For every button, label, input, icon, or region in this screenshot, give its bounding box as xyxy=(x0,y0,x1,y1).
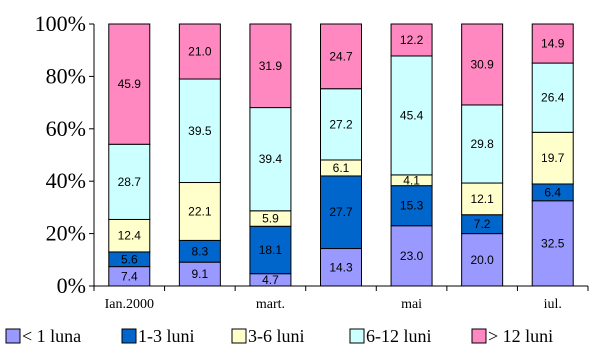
bar-segment xyxy=(249,23,292,109)
bar-segment xyxy=(461,23,504,106)
data-label: 32.5 xyxy=(541,236,565,250)
bar-segment xyxy=(178,23,221,80)
data-label: 45.4 xyxy=(400,108,424,122)
x-tick-label: mai xyxy=(401,297,422,312)
legend-swatch xyxy=(231,328,247,344)
bar-segment xyxy=(108,218,151,253)
data-label: 7.2 xyxy=(474,217,491,231)
data-label: 6.1 xyxy=(333,161,350,175)
data-label: 12.2 xyxy=(400,33,424,47)
x-axis: Ian.2000 mart. mai iul. xyxy=(93,285,589,312)
bar-segment xyxy=(320,23,362,90)
data-label: 12.1 xyxy=(470,192,494,206)
bar-segment xyxy=(390,225,433,287)
legend-item: < 1 luna xyxy=(5,326,81,346)
bar-segment xyxy=(249,225,292,275)
y-tick-label: 80% xyxy=(46,63,86,88)
data-label: 6.4 xyxy=(544,185,561,199)
legend-swatch xyxy=(471,328,487,344)
data-label: 12.4 xyxy=(118,229,142,243)
data-label: 24.7 xyxy=(329,49,353,63)
bar-segment xyxy=(461,104,504,184)
data-label: 28.7 xyxy=(118,175,142,189)
data-label: 30.9 xyxy=(470,57,494,71)
data-label: 23.0 xyxy=(400,249,424,263)
data-label: 27.7 xyxy=(329,205,353,219)
y-tick-label: 100% xyxy=(35,11,86,36)
y-tick-label: 20% xyxy=(46,221,86,246)
data-label: 39.4 xyxy=(259,152,283,166)
data-label: 14.9 xyxy=(541,37,565,51)
data-label: 29.8 xyxy=(470,137,494,151)
data-labels: 7.4 5.6 12.4 28.7 45.9 9.1 8.3 22.1 39.5 21.0 4.7 1… xyxy=(118,33,565,287)
data-label: 7.4 xyxy=(121,269,138,283)
bars xyxy=(108,23,574,287)
legend-item: 3-6 luni xyxy=(231,326,305,346)
data-label: 27.2 xyxy=(329,117,353,131)
data-label: 20.0 xyxy=(470,253,494,267)
data-label: 39.5 xyxy=(188,124,212,138)
data-label: 18.1 xyxy=(259,243,283,257)
bar-segment xyxy=(390,55,433,176)
data-label: 8.3 xyxy=(192,244,209,258)
legend-label: > 12 luni xyxy=(488,326,553,346)
x-tick-label: iul. xyxy=(544,297,562,312)
legend-swatch xyxy=(349,328,365,344)
data-label: 31.9 xyxy=(259,59,283,73)
bar-segment xyxy=(461,233,504,287)
legend-label: 3-6 luni xyxy=(248,326,305,346)
bar-segment xyxy=(531,200,574,287)
legend-item: > 12 luni xyxy=(471,326,553,346)
legend-item: 1-3 luni xyxy=(121,326,195,346)
data-label: 15.3 xyxy=(400,199,424,213)
legend-swatch xyxy=(121,328,137,344)
bar-segment xyxy=(531,62,574,133)
data-label: 22.1 xyxy=(188,204,212,218)
data-label: 45.9 xyxy=(118,77,142,91)
bar-segment xyxy=(108,23,151,145)
data-label: 26.4 xyxy=(541,91,565,105)
bar-segment xyxy=(320,88,362,161)
data-label: 4.1 xyxy=(403,173,420,187)
x-tick-label: Ian.2000 xyxy=(105,297,154,312)
data-label: 5.9 xyxy=(262,212,279,226)
legend: < 1 luna 1-3 luni 3-6 luni 6-12 luni > 12 lu… xyxy=(5,326,553,346)
bar-segment xyxy=(390,23,433,57)
bar-segment xyxy=(531,131,574,185)
bar-segment xyxy=(178,78,221,184)
legend-item: 6-12 luni xyxy=(349,326,432,346)
legend-label: < 1 luna xyxy=(22,326,81,346)
legend-swatch xyxy=(5,328,21,344)
data-label: 14.3 xyxy=(329,260,353,274)
data-label: 9.1 xyxy=(192,267,209,281)
data-label: 21.0 xyxy=(188,45,212,59)
y-axis: 0% 20% 40% 60% 80% 100% xyxy=(35,11,95,298)
legend-label: 6-12 luni xyxy=(366,326,432,346)
bar-segment xyxy=(320,175,362,250)
y-tick-label: 0% xyxy=(57,273,86,298)
data-label: 5.6 xyxy=(121,252,138,266)
legend-label: 1-3 luni xyxy=(138,326,195,346)
data-label: 19.7 xyxy=(541,151,565,165)
y-tick-label: 60% xyxy=(46,116,86,141)
bar-segment xyxy=(531,23,574,64)
data-label: 4.7 xyxy=(262,273,279,287)
x-tick-label: mart. xyxy=(256,297,285,312)
y-tick-label: 40% xyxy=(46,168,86,193)
